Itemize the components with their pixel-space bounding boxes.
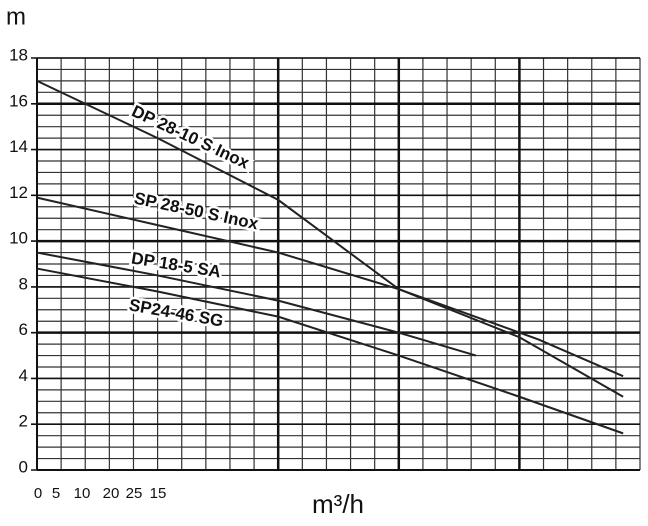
- series-label: DP 18-5 SA: [130, 249, 222, 282]
- x-axis-label: m³/h: [312, 489, 364, 519]
- y-tick-label: 2: [19, 412, 28, 431]
- y-tick-label: 16: [9, 91, 28, 110]
- x-tick-label: 15: [150, 485, 167, 502]
- curve: [36, 251, 477, 357]
- curve: [36, 79, 624, 398]
- x-tick-label: 0: [34, 485, 42, 502]
- y-tick-label: 18: [9, 45, 28, 64]
- y-tick-label: 12: [9, 183, 28, 202]
- curve: [36, 196, 624, 378]
- series-label: SP24-46 SG: [128, 295, 225, 330]
- y-axis-label: m: [6, 3, 26, 30]
- y-tick-label: 14: [9, 137, 28, 156]
- curve: [36, 267, 624, 435]
- x-tick-label: 5: [52, 485, 60, 502]
- x-tick-label: 10: [74, 485, 91, 502]
- y-tick-label: 6: [19, 320, 28, 339]
- y-tick-label: 10: [9, 229, 28, 248]
- x-tick-label: 25: [126, 485, 143, 502]
- y-tick-label: 8: [19, 274, 28, 293]
- x-tick-label: 20: [103, 485, 120, 502]
- series-label: DP 28-10 S Inox: [129, 102, 253, 173]
- y-tick-label: 4: [19, 366, 28, 385]
- y-tick-label: 0: [19, 457, 28, 476]
